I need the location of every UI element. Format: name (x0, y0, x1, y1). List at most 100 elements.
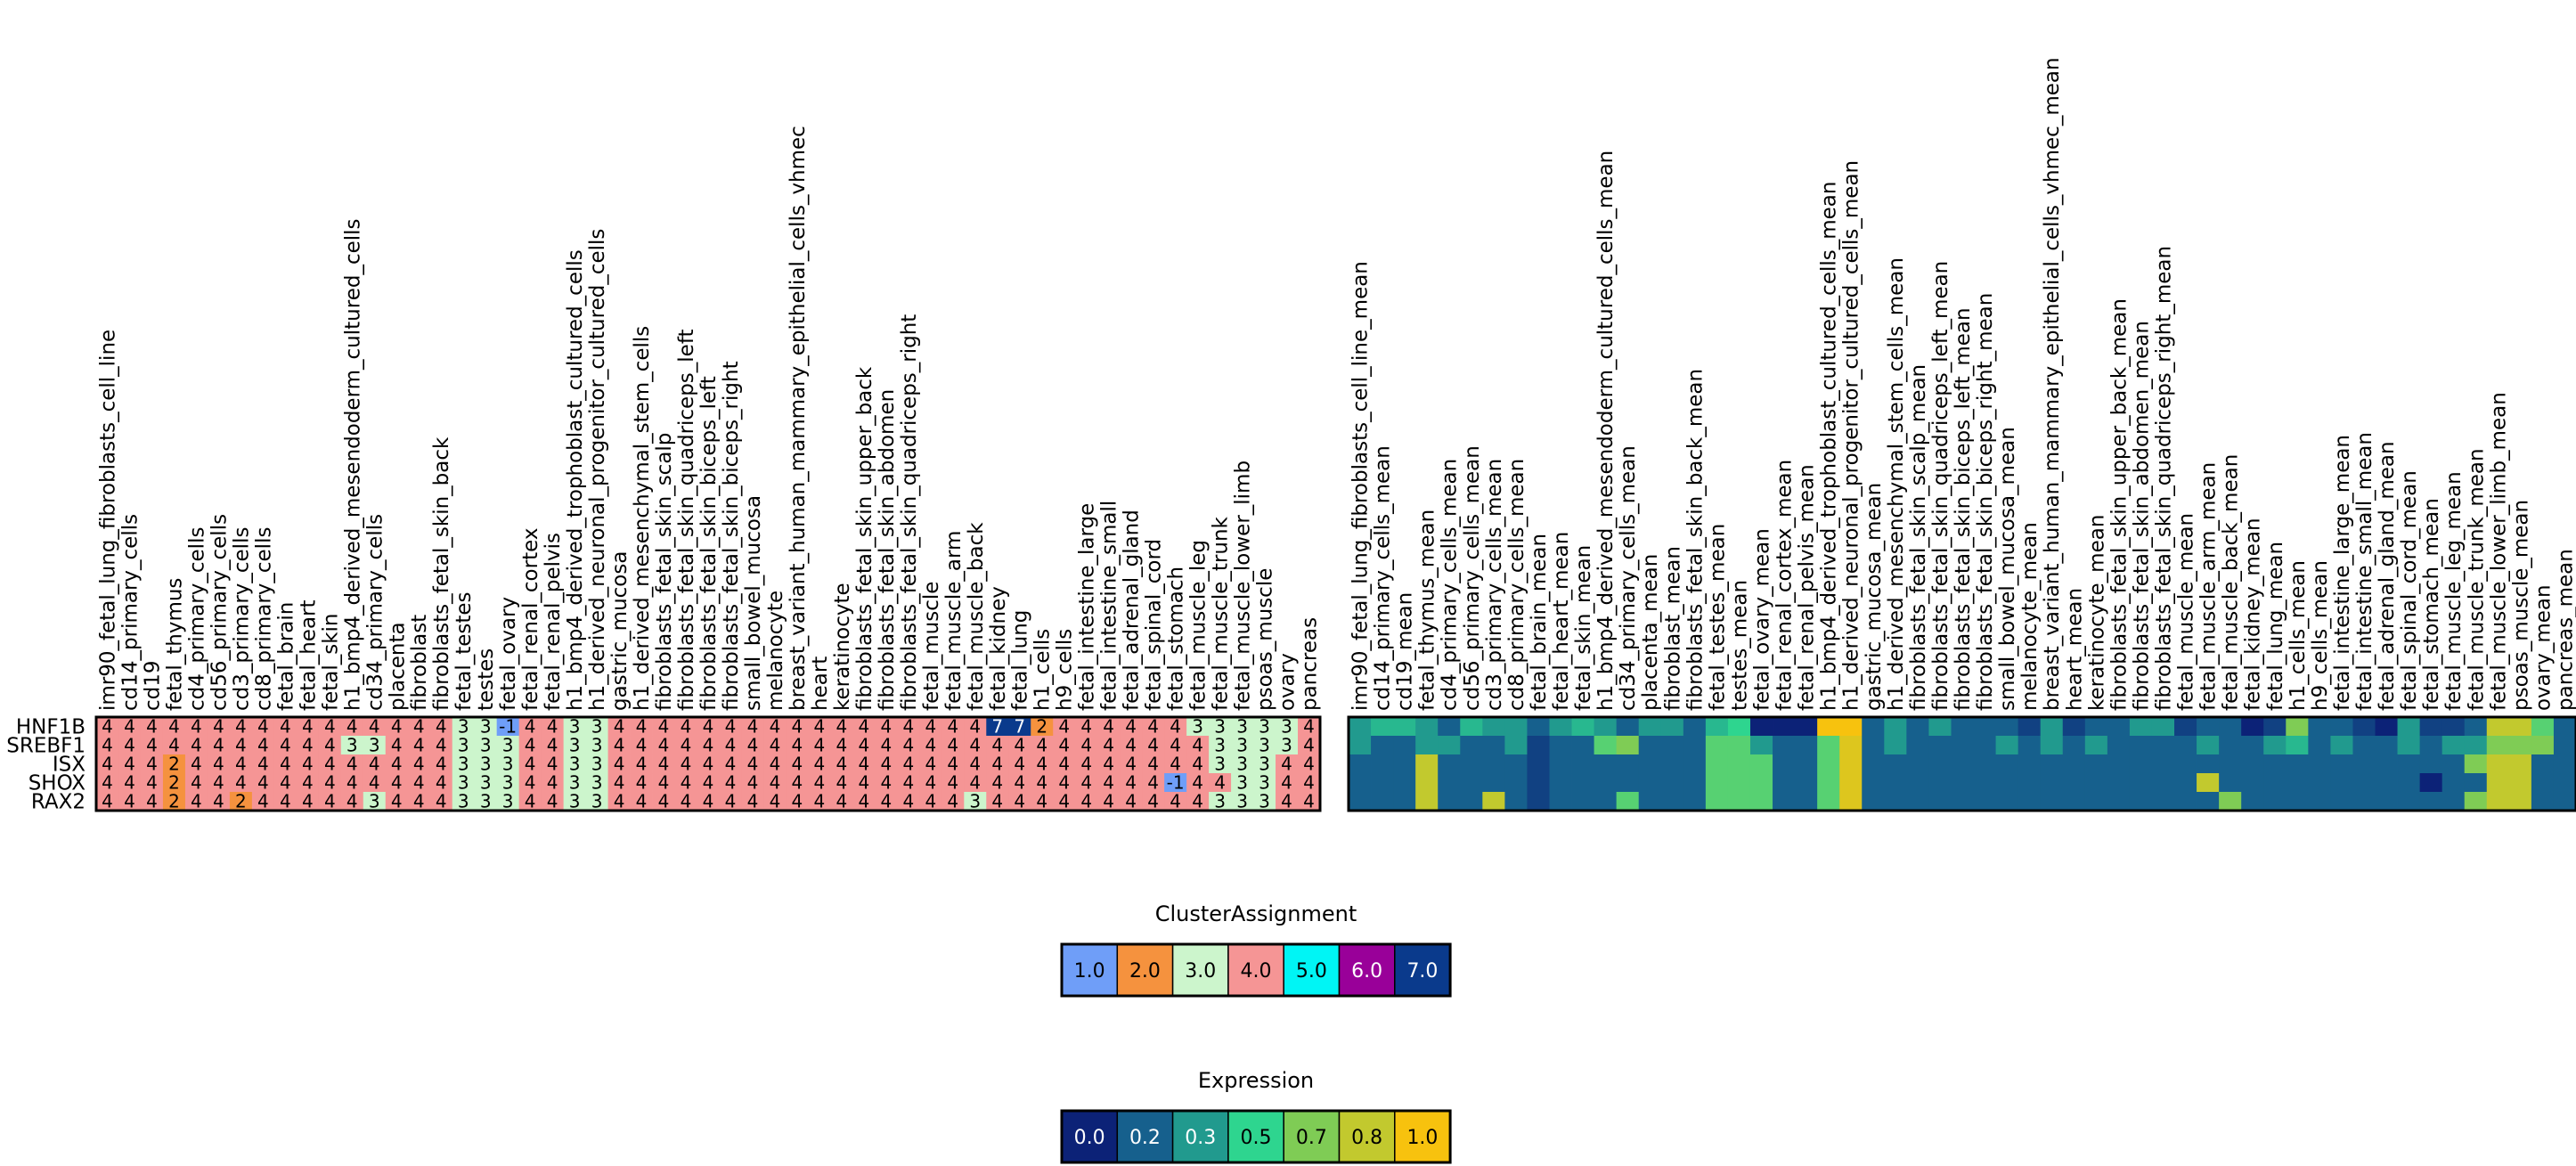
expression-column-label: fetal_muscle_lower_limb_mean (2487, 392, 2510, 711)
cluster-cell-label: 4 (658, 791, 670, 812)
cluster-cell-label: 4 (681, 716, 692, 738)
cluster-cell (340, 736, 364, 755)
cluster-cell-label: 3 (969, 791, 981, 812)
cluster-cell-label: 4 (658, 716, 670, 738)
cluster-cell (452, 773, 476, 793)
cluster-cell-label: 4 (859, 791, 870, 812)
cluster-cell (919, 792, 942, 811)
cluster-cell-label: 4 (991, 754, 1003, 775)
cluster-cell-label: 4 (547, 772, 558, 794)
expression-cell (2486, 773, 2510, 793)
cluster-cell (496, 792, 520, 811)
expression-cell (1862, 736, 1885, 755)
cluster-cell-label: 3 (1259, 754, 1270, 775)
expression-cell (1705, 736, 1729, 755)
cluster-cell (318, 773, 342, 793)
expression-column-labels: imr90_fetal_lung_fibroblasts_cell_line_m… (1349, 57, 2576, 711)
expression-cell (1349, 736, 1372, 755)
cluster-cell-label: 4 (257, 754, 269, 775)
cluster-cell (919, 773, 942, 793)
cluster-cell (1253, 717, 1276, 737)
cluster-cell-label: 4 (614, 716, 625, 738)
cluster-cell-label: 4 (1303, 735, 1315, 756)
expression-cell (1460, 754, 1483, 774)
cluster-cell (897, 754, 920, 774)
cluster-cell-label: 4 (703, 716, 714, 738)
cluster-cell (585, 773, 608, 793)
cluster-column-label: fetal_thymus (163, 578, 186, 711)
cluster-cell-label: 3 (480, 791, 492, 812)
expression-cell (1928, 736, 1952, 755)
cluster-cell-label: 4 (725, 754, 737, 775)
cluster-cell-label: 4 (703, 754, 714, 775)
expression-cell (2018, 792, 2042, 811)
cluster-cell (1231, 754, 1254, 774)
expression-cell (1638, 754, 1662, 774)
cluster-cell-label: 4 (969, 754, 981, 775)
expression-cell (1504, 736, 1528, 755)
expression-cell (1594, 717, 1618, 737)
expression-cell (2197, 736, 2220, 755)
cluster-cell-label: 4 (102, 772, 113, 794)
cluster-cell (385, 792, 409, 811)
cluster-assignment-legend: ClusterAssignment 1.0 2.0 3.0 4.0 5.0 6.0 7.0 (1060, 901, 1452, 998)
cluster-cell (162, 717, 186, 737)
cluster-cell-label: 4 (213, 772, 224, 794)
expression-column-label: fetal_heart_mean (1550, 532, 1573, 711)
cluster-cell-label: 4 (814, 716, 826, 738)
cluster-cell-label: 4 (102, 716, 113, 738)
expression-cell (1482, 736, 1505, 755)
cluster-cell (964, 717, 987, 737)
cluster-cell-label: 3 (480, 716, 492, 738)
expression-swatch (1394, 1110, 1451, 1163)
cluster-cell-label: 4 (525, 735, 536, 756)
cluster-column-label: fetal_muscle (920, 582, 943, 711)
cluster-cell (429, 717, 453, 737)
cluster-cell-label: 4 (792, 772, 803, 794)
cluster-cell (607, 736, 631, 755)
cluster-cell-label: 4 (1170, 735, 1181, 756)
cluster-cell (1031, 717, 1054, 737)
expression-cell (1705, 773, 1729, 793)
expression-cell (2151, 792, 2175, 811)
cluster-cell-label: 4 (257, 791, 269, 812)
expression-column-label: cd56_primary_cells_mean (1461, 445, 1484, 711)
expression-cell (1616, 717, 1640, 737)
expression-cell (1795, 773, 1818, 793)
expression-cell (1393, 717, 1416, 737)
expression-cell (2040, 736, 2064, 755)
cluster-cell (674, 754, 697, 774)
cluster-cell (964, 754, 987, 774)
cluster-cell-label: 3 (458, 716, 469, 738)
cluster-cell-label: 4 (124, 791, 135, 812)
cluster-cell (207, 736, 231, 755)
cluster-cell-label: 4 (547, 791, 558, 812)
expression-cell (2197, 792, 2220, 811)
cluster-cell-label: 3 (480, 735, 492, 756)
expression-cell (1705, 792, 1729, 811)
cluster-cell (340, 773, 364, 793)
expression-cell (2531, 754, 2555, 774)
cluster-cell-label: 4 (146, 735, 158, 756)
cluster-cell-label: 4 (880, 754, 892, 775)
cluster-column-label: fetal_skin (319, 613, 342, 711)
cluster-cell (296, 736, 320, 755)
cluster-cell-label: 4 (814, 791, 826, 812)
cluster-cell (1008, 754, 1031, 774)
expression-cell (2508, 773, 2532, 793)
expression-legend-border (1060, 1109, 1452, 1164)
cluster-cell (808, 717, 831, 737)
expression-cell (1973, 736, 1996, 755)
cluster-cell-label: 4 (235, 772, 247, 794)
cluster-cell-label: 4 (969, 772, 981, 794)
cluster-cell-label: 4 (814, 735, 826, 756)
cluster-column-label: small_bowel_mucosa (742, 495, 765, 711)
expression-cell (2397, 773, 2421, 793)
cluster-cell-label: 7 (991, 716, 1003, 738)
expression-cell (2219, 717, 2242, 737)
cluster-cell-label: 3 (480, 772, 492, 794)
cluster-cell (1253, 736, 1276, 755)
cluster-cell (518, 773, 542, 793)
expression-cell (1683, 736, 1707, 755)
expression-cell (2553, 736, 2576, 755)
